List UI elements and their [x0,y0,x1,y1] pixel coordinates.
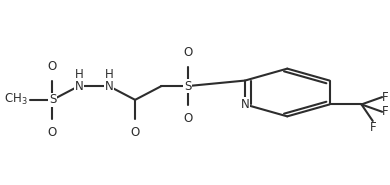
Text: N: N [241,98,249,111]
Text: H: H [105,68,113,81]
Text: F: F [369,121,376,134]
Text: S: S [184,80,191,92]
Text: N: N [105,80,113,92]
Text: O: O [48,60,57,73]
Text: F: F [382,105,389,118]
Text: $\mathdefault{CH_3}$: $\mathdefault{CH_3}$ [4,92,28,107]
Text: S: S [49,93,56,106]
Text: O: O [48,127,57,139]
Text: N: N [74,80,83,92]
Text: H: H [74,68,83,81]
Text: O: O [183,46,192,59]
Text: O: O [183,112,192,125]
Text: O: O [131,127,140,139]
Text: F: F [382,91,389,104]
